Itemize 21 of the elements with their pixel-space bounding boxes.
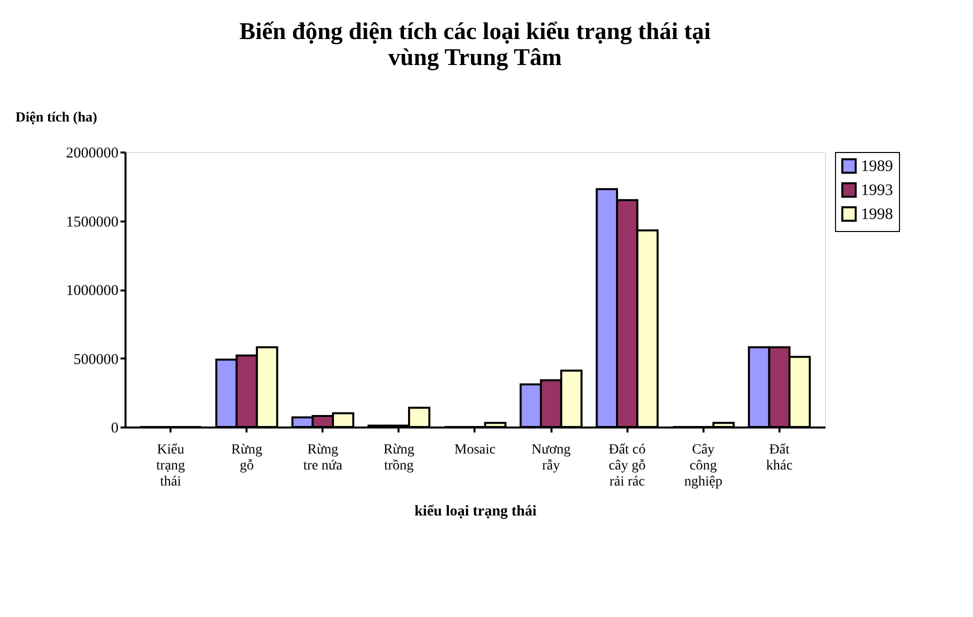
x-tick-label: Kiểu trạng thái [156,442,186,490]
text: Biến động diện tích các loại kiểu trạng thái tại [239,19,711,45]
y-tick-label: 1500000 [66,214,118,230]
x-tick-label: Đất có cây gỗ rải rác [608,442,646,490]
x-tick-label: Rừng gỗ [231,442,262,474]
x-tick-label: Rừng trồng [383,442,414,474]
x-tick-label: Nương rẫy [532,442,571,474]
x-axis-title: kiểu loại trạng thái [414,504,537,520]
x-tick-label: Rừng tre nứa [303,442,344,474]
legend-label: 1998 [861,206,893,223]
y-axis-title: Diện tích (ha) [16,110,98,126]
y-tick-label: 1000000 [66,283,118,299]
y-tick-label: 2000000 [66,146,118,162]
x-tick-label: Mosaic [454,442,496,458]
legend-label: 1993 [861,182,893,199]
legend-label: 1989 [861,158,893,175]
y-tick-label: 500000 [74,352,118,368]
x-tick-label: Đất khác [766,442,793,474]
text: vùng Trung Tâm [388,45,562,71]
x-tick-label: Cây công nghiệp [684,442,722,490]
y-tick-label: 0 [111,420,118,436]
